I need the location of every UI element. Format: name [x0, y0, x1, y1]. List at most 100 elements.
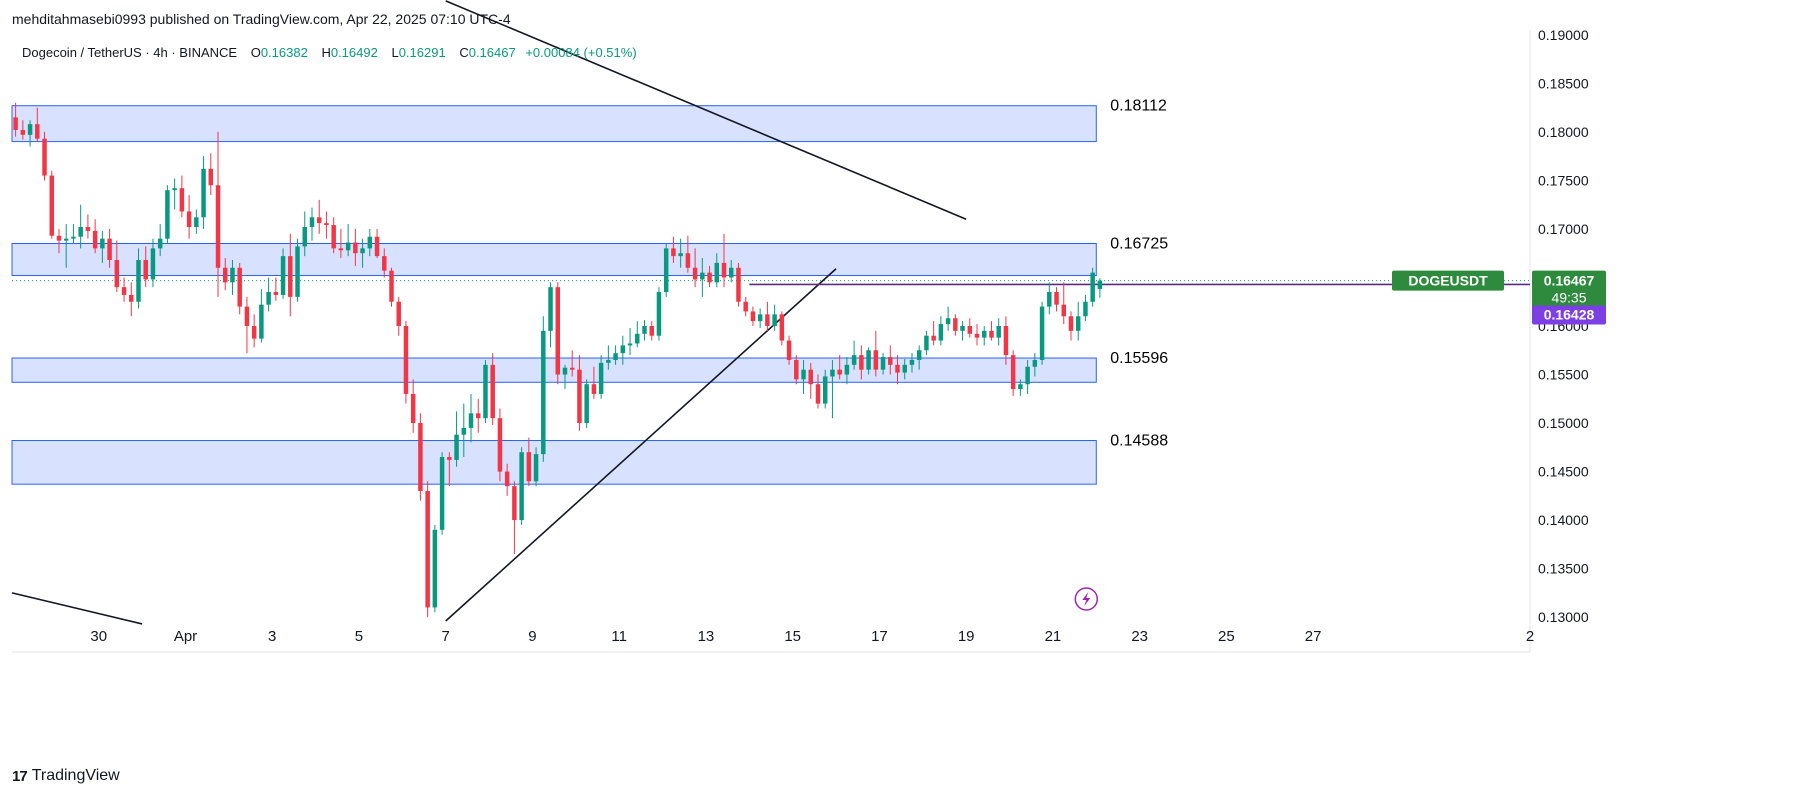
lightning-bolt-icon[interactable] [1074, 587, 1099, 611]
candle-body [555, 287, 560, 375]
candle-body [338, 248, 344, 251]
candle-body [512, 486, 517, 521]
candle-body [1047, 292, 1052, 307]
candle-body [837, 369, 842, 375]
symbol-name: Dogecoin / TetherUS · 4h · BINANCE [22, 45, 238, 60]
candle-body [425, 490, 430, 608]
candle-body [526, 452, 532, 482]
x-tick-label: 3 [268, 628, 276, 645]
x-tick-label: 21 [1045, 628, 1062, 645]
candle-body [56, 235, 62, 241]
candle-body [63, 238, 69, 241]
x-tick-label: Apr [174, 628, 197, 645]
candle-body [288, 256, 293, 297]
price-tag [1532, 270, 1606, 309]
candle-body [598, 362, 604, 394]
candle-body [107, 238, 112, 261]
candle-body [13, 117, 18, 130]
candle-body [743, 301, 748, 312]
candle-body [577, 369, 582, 424]
zone-label: 0.18112 [1110, 98, 1167, 115]
candle-body [353, 242, 358, 254]
y-tick-label: 0.18000 [1538, 124, 1589, 140]
candle-body [692, 267, 698, 280]
candle-body [504, 471, 510, 487]
candle-body [721, 262, 727, 278]
tradingview-logo-icon: 17 [12, 767, 28, 785]
close-value: 0.16467 [468, 45, 516, 60]
candle-body [548, 287, 553, 331]
candle-body [244, 306, 250, 326]
y-tick-label: 0.17500 [1538, 172, 1589, 188]
publish-header: mehditahmasebi0993 published on TradingV… [12, 11, 511, 27]
prev-close-value: 0.16428 [1544, 306, 1595, 322]
candle-body [230, 267, 235, 283]
candle-body [663, 248, 669, 293]
candle-body [765, 314, 770, 326]
x-tick-label: 5 [355, 628, 363, 645]
candle-body [931, 335, 936, 341]
candle-body [620, 345, 626, 354]
candle-body [1032, 359, 1038, 367]
candle-body [613, 353, 618, 360]
y-tick-label: 0.13500 [1538, 561, 1589, 577]
price-tag-value: 0.16467 [1544, 273, 1595, 289]
candle-body [989, 330, 994, 338]
candle-body [208, 168, 214, 186]
candle-body [953, 318, 958, 331]
candle-body [1039, 306, 1045, 360]
open-key: O [250, 45, 261, 60]
x-tick-label: 2 [1526, 628, 1534, 645]
candle-body [873, 350, 879, 370]
candle-body [533, 454, 539, 482]
brand-name: TradingView [31, 767, 120, 784]
candle-body [251, 326, 257, 339]
candle-body [374, 236, 380, 257]
candle-body [779, 314, 785, 341]
candle-body [967, 326, 973, 334]
candle-body [186, 211, 192, 228]
candle-body [49, 175, 54, 236]
candle-body [150, 248, 156, 280]
candle-body [367, 236, 373, 249]
candle-body [461, 427, 467, 435]
footer-brand[interactable]: 17 TradingView [12, 767, 120, 785]
symbol-legend[interactable]: Dogecoin / TetherUS · 4h · BINANCE O 0.16… [22, 45, 637, 60]
candle-body [714, 262, 720, 283]
y-tick-label: 0.14500 [1538, 464, 1589, 480]
candle-body [215, 185, 221, 268]
candle-body [490, 364, 495, 419]
candle-body [642, 326, 647, 334]
candle-body [519, 452, 524, 521]
candle-body [1018, 384, 1023, 390]
close-key: C [459, 45, 469, 60]
zone-rect [11, 357, 1097, 383]
x-tick-label: 25 [1218, 628, 1235, 645]
candle-body [569, 367, 575, 370]
candle-body [324, 223, 329, 226]
candle-body [71, 236, 76, 239]
candle-body [266, 292, 271, 305]
candle-body [671, 248, 676, 257]
candle-body [996, 326, 1001, 338]
candle-body [483, 364, 488, 419]
candle-body [194, 217, 199, 228]
candle-body [815, 384, 821, 404]
candle-body [750, 311, 756, 322]
y-tick-label: 0.15500 [1538, 367, 1589, 383]
candle-body [476, 413, 481, 419]
change-value: +0.00084 (+0.51%) [525, 45, 637, 60]
candle-body [259, 304, 264, 339]
candle-body [382, 256, 387, 271]
candle-body [895, 364, 900, 373]
candle-body [331, 225, 336, 249]
candle-body [432, 529, 438, 608]
candle-body [143, 260, 148, 280]
candle-body [808, 369, 813, 385]
candle-body [1025, 366, 1030, 385]
x-tick-label: 30 [90, 628, 107, 645]
candle-body [345, 242, 351, 251]
candle-body [685, 253, 691, 268]
